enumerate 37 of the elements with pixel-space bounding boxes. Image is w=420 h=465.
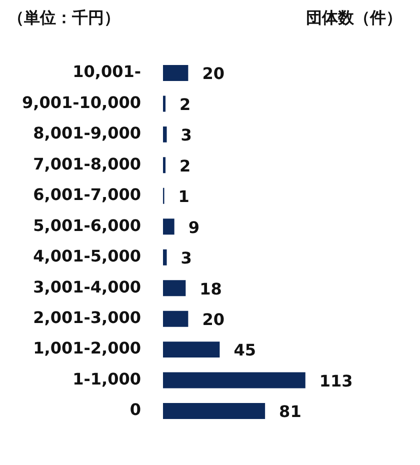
y-tick-label: 0 [130, 400, 141, 420]
y-tick-label: 1-1,000 [72, 369, 141, 388]
data-label: 1 [178, 187, 190, 206]
bar [162, 126, 167, 142]
bar [162, 249, 167, 266]
bar [162, 342, 220, 358]
data-label: 81 [279, 402, 302, 422]
y-tick-label: 2,001-3,000 [33, 308, 141, 327]
x-axis-title: 団体数（件） [306, 8, 402, 29]
y-tick-label: 6,001-7,000 [33, 185, 141, 204]
y-tick-label: 5,001-6,000 [33, 216, 141, 235]
y-tick-label: 3,001-4,000 [33, 277, 141, 296]
data-label: 18 [200, 279, 222, 298]
y-tick-label: 9,001-10,000 [22, 92, 141, 112]
bar [162, 157, 166, 174]
data-label: 45 [234, 340, 256, 360]
data-label: 9 [188, 218, 200, 237]
bar [162, 372, 306, 388]
y-axis-title: （単位：千円） [8, 8, 120, 29]
data-label: 20 [202, 310, 224, 329]
data-label: 2 [180, 94, 191, 114]
bar [162, 96, 166, 112]
bar [162, 280, 186, 296]
data-label: 113 [319, 371, 353, 390]
y-tick-label: 10,001- [72, 62, 141, 82]
bar [162, 64, 188, 81]
bar [162, 310, 188, 327]
y-tick-label: 7,001-8,000 [33, 154, 141, 174]
y-tick-label: 4,001-5,000 [33, 246, 141, 266]
data-label: 2 [180, 156, 191, 176]
y-tick-label: 8,001-9,000 [33, 124, 141, 143]
data-label: 3 [180, 126, 192, 145]
bar [162, 403, 266, 420]
bar [162, 218, 174, 235]
data-label: 20 [202, 64, 224, 84]
y-tick-label: 1,001-2,000 [33, 338, 141, 358]
data-label: 3 [180, 248, 192, 268]
